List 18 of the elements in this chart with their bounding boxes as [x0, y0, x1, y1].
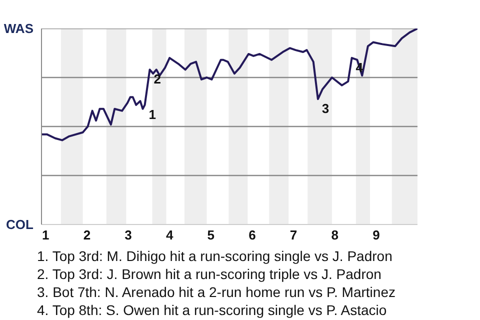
- x-tick-label: 3: [124, 228, 132, 242]
- text: COL: [6, 217, 34, 232]
- text: 1. Top 3rd: M. Dihigo hit a run-scoring single vs J. Padron: [37, 247, 394, 265]
- x-tick-label: 8: [331, 228, 338, 242]
- x-tick-label: 7: [290, 228, 298, 242]
- text: 3. Bot 7th: N. Arenado hit a 2-run home run vs P. Martinez: [37, 283, 396, 301]
- x-tick-label: 5: [207, 228, 215, 242]
- annotation: 3: [322, 101, 330, 116]
- annotation: 2: [154, 72, 161, 87]
- x-tick-label: 2: [83, 228, 91, 242]
- text: WAS: [4, 21, 34, 36]
- text: 2. Top 3rd: J. Brown hit a run-scoring triple vs J. Padron: [37, 265, 382, 283]
- text: 4. Top 8th: S. Owen hit a run-scoring single vs P. Astacio: [37, 301, 388, 319]
- x-tick-label: 4: [166, 228, 174, 242]
- x-tick-label: 6: [248, 228, 256, 242]
- x-tick-label: 1: [42, 228, 50, 242]
- annotation: 1: [148, 106, 156, 122]
- x-tick-label: 9: [372, 228, 380, 242]
